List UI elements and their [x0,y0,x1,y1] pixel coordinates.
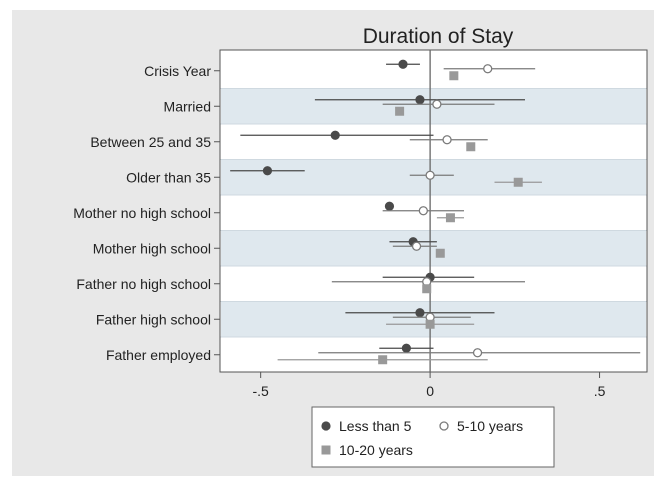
point-estimate [483,64,493,74]
point-estimate [418,206,428,216]
data-marks [230,59,641,365]
legend: Less than 5 5-10 years 10-20 years [311,406,555,468]
point-estimate [411,241,422,251]
y-tick-label: Mother high school [93,240,211,256]
legend-label: 10-20 years [339,442,413,458]
x-tick-label: 0 [426,383,434,399]
point-estimate [262,166,273,176]
point-estimate [398,59,408,69]
point-estimate [432,99,442,109]
point-estimate [513,177,523,187]
y-tick-label: Older than 35 [126,169,211,185]
point-estimate [330,130,340,140]
point-estimate [415,95,425,105]
point-estimate [472,348,483,358]
row-band [221,230,646,266]
x-axis: -.5 0 .5 [252,372,606,399]
chart-title: Duration of Stay [363,25,514,48]
legend-label: Less than 5 [339,418,412,434]
legend-marker [439,421,449,431]
y-tick-label: Mother no high school [73,205,211,221]
point-estimate [445,213,455,223]
y-axis: Crisis Year Married Between 25 and 35 Older… [73,63,220,363]
y-tick-label: Crisis Year [144,63,211,79]
y-tick-label: Married [164,98,211,114]
legend-label: 5-10 years [457,418,523,434]
point-estimate [422,284,432,294]
point-estimate [466,142,476,152]
y-tick-label: Father high school [96,311,211,327]
point-estimate [435,248,445,258]
point-estimate [401,343,411,353]
y-tick-label: Father no high school [76,276,211,292]
point-estimate [425,319,435,329]
x-tick-label: .5 [594,383,606,399]
point-estimate [425,170,435,180]
series-group [318,64,641,358]
point-estimate [449,71,459,81]
legend-marker [321,421,331,431]
y-tick-label: Father employed [106,347,211,363]
point-estimate [395,106,405,116]
plot-area [219,49,648,373]
legend-box [311,406,555,468]
row-bands [220,50,647,372]
point-estimate [378,355,388,365]
legend-marker [321,445,331,455]
point-estimate [442,135,452,145]
series-group [230,59,525,353]
point-estimate [415,308,425,318]
point-estimate [384,201,395,211]
x-tick-label: -.5 [252,383,269,399]
series-group [277,71,542,365]
y-tick-label: Between 25 and 35 [90,134,211,150]
